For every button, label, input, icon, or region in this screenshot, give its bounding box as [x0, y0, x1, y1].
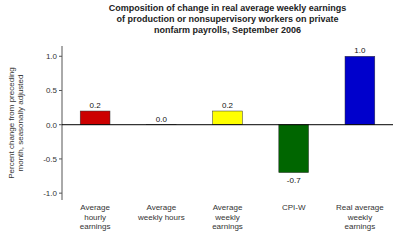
x-tick-label: Averageweeklyearnings: [212, 203, 243, 231]
y-tick: [59, 56, 62, 57]
text-line: Real average: [336, 203, 384, 212]
text-line: weekly hours: [137, 213, 185, 222]
text-line: month, seasonally adjusted: [16, 75, 25, 172]
y-tick-label: 1.0: [46, 52, 58, 61]
zero-line: [62, 124, 393, 125]
bar: [213, 111, 243, 125]
y-axis-label: Percent change from precedingmonth, seas…: [7, 67, 25, 179]
text-line: nonfarm payrolls, September 2006: [154, 25, 301, 35]
bars: [80, 56, 375, 172]
background: [0, 0, 401, 238]
data-label: 1.0: [354, 46, 366, 55]
y-tick: [59, 124, 62, 125]
data-label: 0.2: [222, 101, 234, 110]
y-tick-label: 0.5: [46, 86, 58, 95]
text-line: earnings: [80, 222, 111, 231]
text-line: Percent change from preceding: [7, 67, 16, 179]
text-line: weekly: [347, 213, 372, 222]
text-line: hourly: [84, 213, 106, 222]
data-label: 0.2: [90, 101, 102, 110]
x-tick-label: Averageweekly hours: [137, 203, 185, 222]
text-line: Composition of change in real average we…: [109, 3, 347, 13]
x-axis: AveragehourlyearningsAverageweekly hours…: [80, 203, 384, 231]
y-axis-line: [62, 46, 63, 200]
y-tick-label: -1.0: [43, 189, 57, 198]
text-line: Average: [146, 203, 176, 212]
text-line: of production or nonsupervisory workers …: [116, 14, 338, 24]
y-tick: [59, 90, 62, 91]
y-tick: [59, 193, 62, 194]
data-labels: 0.2 0.0 0.2 -0.7 1.0: [90, 46, 366, 184]
y-label-group: Percent change from precedingmonth, seas…: [7, 67, 25, 179]
text-line: CPI-W: [282, 203, 306, 212]
x-tick-label: CPI-W: [282, 203, 306, 212]
title: Composition of change in real average we…: [109, 3, 347, 35]
bar: [279, 125, 309, 173]
text-line: weekly: [214, 213, 239, 222]
text-line: earnings: [212, 222, 243, 231]
y-axis: -1.0 -0.5 0.0 0.5 1.0: [43, 46, 62, 200]
bar: [345, 56, 375, 124]
y-tick: [59, 158, 62, 159]
data-label: 0.0: [156, 115, 168, 124]
text-line: earnings: [345, 222, 376, 231]
text-line: Average: [213, 203, 243, 212]
data-label: -0.7: [287, 176, 301, 185]
y-tick-label: 0.0: [46, 121, 58, 130]
y-tick-label: -0.5: [43, 155, 57, 164]
bar: [80, 111, 110, 125]
chart: Composition of change in real average we…: [0, 0, 401, 238]
x-tick-label: Averagehourlyearnings: [80, 203, 111, 231]
x-tick-label: Real averageweeklyearnings: [336, 203, 384, 231]
text-line: Average: [80, 203, 110, 212]
